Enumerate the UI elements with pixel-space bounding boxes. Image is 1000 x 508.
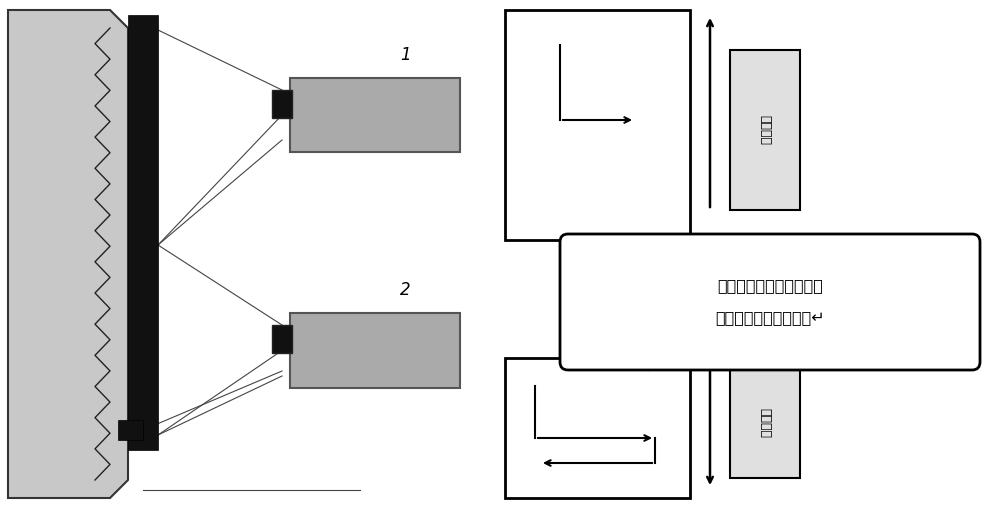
- Bar: [272, 325, 292, 353]
- Bar: [505, 10, 690, 240]
- Text: 第一个上升沿开始计算，: 第一个上升沿开始计算，: [717, 278, 823, 294]
- Text: 进展方向: 进展方向: [759, 408, 772, 438]
- FancyBboxPatch shape: [560, 234, 980, 370]
- Bar: [290, 78, 460, 152]
- Text: 后面的变化不起作用。↵: 后面的变化不起作用。↵: [715, 310, 825, 326]
- Bar: [128, 15, 158, 450]
- Text: 2: 2: [400, 281, 411, 299]
- Bar: [505, 358, 690, 498]
- Bar: [118, 420, 143, 440]
- Bar: [272, 90, 292, 118]
- Bar: [730, 368, 800, 478]
- Bar: [730, 50, 800, 210]
- Text: 进展方向: 进展方向: [759, 115, 772, 145]
- Bar: [290, 313, 460, 388]
- Polygon shape: [8, 10, 128, 498]
- Text: 1: 1: [400, 46, 411, 64]
